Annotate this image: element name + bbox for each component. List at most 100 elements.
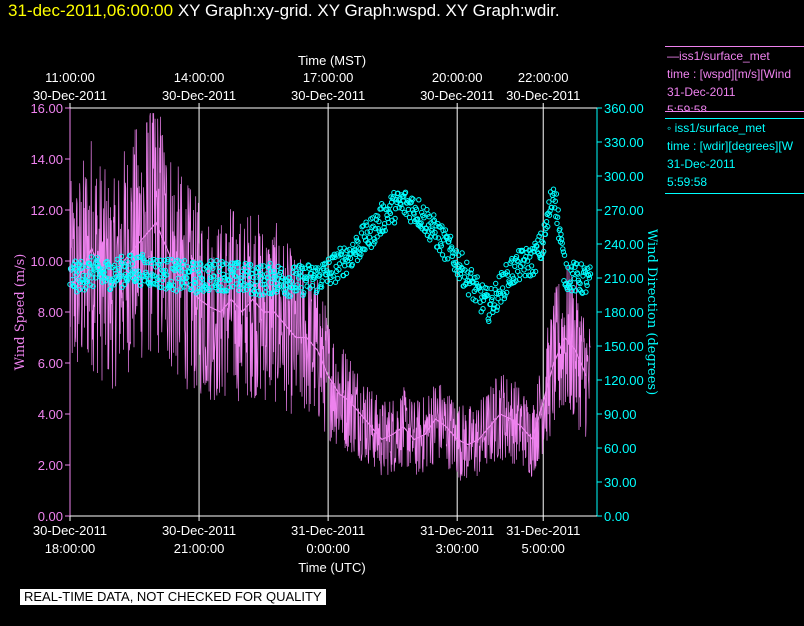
wdir-point xyxy=(554,220,560,227)
wdir-point xyxy=(300,292,306,298)
wdir-point xyxy=(224,288,230,294)
wdir-point xyxy=(240,287,247,293)
top-tick-time: 20:00:00 xyxy=(432,70,483,85)
wdir-point xyxy=(493,280,499,287)
wdir-point xyxy=(219,259,225,265)
wdir-point xyxy=(569,288,575,294)
bottom-tick-date: 31-Dec-2011 xyxy=(420,523,494,538)
wdir-point xyxy=(206,287,212,294)
wdir-point xyxy=(278,265,284,272)
right-tick-label: 300.00 xyxy=(604,169,644,184)
wdir-point xyxy=(74,269,81,275)
wdir-point xyxy=(585,272,591,278)
wdir-point xyxy=(181,284,187,290)
wdir-point xyxy=(170,282,177,288)
wdir-point xyxy=(125,259,131,265)
wdir-point xyxy=(100,266,107,272)
wdir-point xyxy=(129,261,136,267)
wdir-point xyxy=(442,227,449,233)
wdir-point xyxy=(497,290,503,296)
wdir-point xyxy=(514,258,520,264)
wdir-point xyxy=(139,273,145,279)
wdir-point xyxy=(472,298,479,304)
wdir-point xyxy=(216,268,222,274)
wdir-point xyxy=(447,233,454,240)
wdir-point xyxy=(82,284,89,290)
wdir-point xyxy=(501,295,508,302)
wdir-point xyxy=(471,280,477,286)
wdir-point xyxy=(429,230,436,236)
wdir-point xyxy=(512,263,518,269)
wdir-point xyxy=(78,265,85,271)
wdir-point xyxy=(521,267,527,273)
wdir-point xyxy=(116,268,122,274)
wdir-point xyxy=(494,304,501,310)
wdir-point xyxy=(226,284,232,290)
legend-wdir-name: ◦ iss1/surface_met xyxy=(667,121,766,135)
wdir-point xyxy=(468,267,475,273)
wdir-point xyxy=(498,299,504,305)
wdir-point xyxy=(211,273,217,279)
wdir-point xyxy=(435,235,442,241)
legend-wdir: ◦ iss1/surface_met time : [wdir][degrees… xyxy=(665,118,804,194)
wdir-point xyxy=(584,282,590,289)
wdir-point xyxy=(578,261,584,267)
wdir-point xyxy=(327,280,333,287)
wdir-point xyxy=(376,218,382,225)
wdir-point xyxy=(575,271,581,277)
wdir-point xyxy=(521,257,528,263)
wdir-point xyxy=(431,212,437,218)
wdir-point xyxy=(291,264,298,270)
wdir-point xyxy=(530,269,536,275)
header-titles: XY Graph:xy-grid. XY Graph:wspd. XY Grap… xyxy=(177,1,560,20)
wdir-point xyxy=(294,282,300,288)
wdir-point xyxy=(488,297,495,303)
wdir-point xyxy=(198,275,205,281)
bottom-tick-time: 18:00:00 xyxy=(45,541,96,556)
bottom-tick-date: 31-Dec-2011 xyxy=(506,523,580,538)
wdir-point xyxy=(478,288,484,294)
wdir-point xyxy=(104,258,110,265)
wdir-point xyxy=(288,279,295,285)
wdir-point xyxy=(338,251,344,257)
wdir-point xyxy=(68,267,74,273)
right-tick-label: 210.00 xyxy=(604,271,644,286)
wdir-point xyxy=(358,251,364,258)
wdir-point xyxy=(453,248,460,254)
wdir-point xyxy=(147,282,153,288)
axes xyxy=(65,103,602,521)
wdir-point xyxy=(158,257,164,263)
right-tick-label: 120.00 xyxy=(604,373,644,388)
wdir-point xyxy=(335,275,341,282)
wdir-point xyxy=(549,204,555,211)
right-tick-label: 360.00 xyxy=(604,101,644,116)
wdir-point xyxy=(161,257,168,264)
wdir-point xyxy=(369,224,375,231)
wdir-point xyxy=(88,254,95,260)
wdir-point xyxy=(358,230,365,236)
wdir-point xyxy=(299,265,306,272)
wdir-point xyxy=(409,195,415,201)
wdir-point xyxy=(177,268,184,274)
wdir-point xyxy=(551,190,557,197)
wdir-point xyxy=(425,211,431,217)
wdir-point xyxy=(563,281,569,287)
wdir-point xyxy=(128,252,134,259)
wdir-point xyxy=(486,312,492,318)
left-tick-label: 16.00 xyxy=(30,101,63,116)
wdir-point xyxy=(151,256,157,263)
legend-wdir-field: time : [wdir][degrees][W xyxy=(667,139,794,153)
wdir-point xyxy=(583,280,590,286)
wdir-point xyxy=(107,286,114,292)
wdir-point xyxy=(343,270,350,276)
left-axis-title: Wind Speed (m/s) xyxy=(13,254,28,371)
wdir-point xyxy=(118,253,125,259)
left-tick-label: 14.00 xyxy=(30,152,63,167)
wdir-point xyxy=(87,282,93,288)
wdir-point xyxy=(558,231,564,238)
wdir-point xyxy=(436,247,443,254)
wdir-point xyxy=(555,207,561,213)
wdir-point xyxy=(459,250,465,256)
wdir-point xyxy=(273,280,279,286)
right-tick-label: 150.00 xyxy=(604,339,644,354)
